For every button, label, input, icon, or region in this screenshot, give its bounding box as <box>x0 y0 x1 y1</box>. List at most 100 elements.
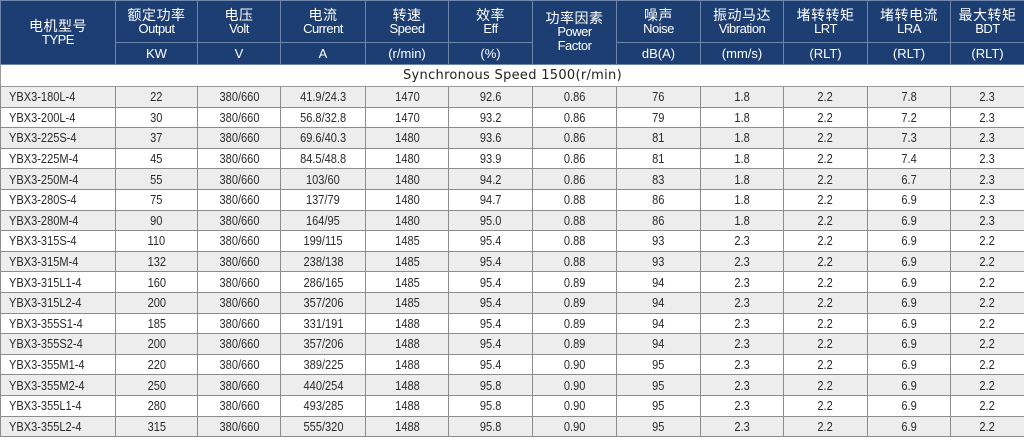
cell-text: 103/60 <box>306 171 340 187</box>
cell-text: 7.4 <box>901 151 917 167</box>
column-title-cn: 电流 <box>308 6 338 23</box>
cell-text: 2.2 <box>979 398 996 414</box>
cell-text: 95 <box>652 418 665 434</box>
value-cell: 6.9 <box>867 353 951 376</box>
cell-text: 440/254 <box>303 377 343 393</box>
column-header: 堵转电流 LRA <box>867 0 951 43</box>
table-row: YBX3-225M-4 45 380/660 84.5/48.8 1480 93.9 0.8… <box>0 147 1024 170</box>
value-cell: 30 <box>115 106 198 129</box>
value-cell: 95.4 <box>448 312 533 335</box>
cell-text: 0.90 <box>563 377 586 393</box>
cell-text: 380/660 <box>219 192 259 208</box>
cell-text: 380/660 <box>219 274 259 290</box>
cell-text: 2.2 <box>817 398 834 414</box>
column-title-en: LRT <box>814 20 837 36</box>
value-cell: 69.6/40.3 <box>280 127 366 149</box>
value-cell: 2.2 <box>950 230 1024 252</box>
cell-text: 6.9 <box>901 377 917 393</box>
value-cell: 95 <box>616 374 701 396</box>
value-cell: 2.2 <box>783 188 868 211</box>
value-cell: 2.2 <box>783 86 868 108</box>
column-title-en: TYPE <box>42 31 74 47</box>
model-cell: YBX3-355L1-4 <box>0 394 116 417</box>
cell-text: 2.2 <box>817 377 834 393</box>
value-cell: 2.3 <box>950 86 1024 108</box>
cell-text: 164/95 <box>306 212 340 228</box>
value-cell: 94.7 <box>448 188 533 211</box>
value-cell: 0.89 <box>532 333 617 355</box>
cell-text: 1488 <box>394 315 420 331</box>
table-row: YBX3-355M1-4 220 380/660 389/225 1488 95.4 0.9… <box>0 353 1024 376</box>
value-cell: 2.3 <box>950 209 1024 232</box>
cell-text: 1488 <box>394 377 420 393</box>
value-cell: 250 <box>115 374 198 396</box>
value-cell: 380/660 <box>197 230 281 252</box>
value-cell: 95.8 <box>448 374 533 396</box>
cell-text: 0.90 <box>563 398 586 414</box>
cell-text: 94 <box>652 295 665 311</box>
cell-text: 2.2 <box>979 274 996 290</box>
column-header: 功率因素 Power Factor <box>532 0 617 65</box>
value-cell: 2.3 <box>700 333 784 355</box>
value-cell: 1485 <box>365 250 449 273</box>
cell-text: YBX3-225M-4 <box>9 151 79 167</box>
cell-text: 331/191 <box>303 315 343 331</box>
cell-text: 2.2 <box>817 171 834 187</box>
value-cell: 1488 <box>365 312 449 335</box>
cell-text: 2.3 <box>979 192 996 208</box>
cell-text: 380/660 <box>219 418 259 434</box>
cell-text: 1480 <box>394 171 420 187</box>
column-unit: V <box>197 42 281 65</box>
value-cell: 0.90 <box>532 415 617 438</box>
model-cell: YBX3-250M-4 <box>0 168 116 190</box>
value-cell: 92.6 <box>448 86 533 108</box>
cell-text: YBX3-355M1-4 <box>9 357 85 373</box>
column-header: 电流 Current <box>280 0 366 43</box>
column-unit: (r/min) <box>365 42 449 65</box>
cell-text: 380/660 <box>219 254 259 270</box>
table-row: YBX3-355M2-4 250 380/660 440/254 1488 95.8 0.9… <box>0 374 1024 396</box>
value-cell: 2.2 <box>950 312 1024 335</box>
value-cell: 164/95 <box>280 209 366 232</box>
cell-text: 86 <box>652 192 665 208</box>
cell-text: 86 <box>652 212 665 228</box>
cell-text: 92.6 <box>479 89 502 105</box>
value-cell: 95.4 <box>448 291 533 314</box>
value-cell: 6.9 <box>867 394 951 417</box>
cell-text: 2.3 <box>734 377 750 393</box>
cell-text: 2.3 <box>979 171 996 187</box>
cell-text: 250 <box>147 377 166 393</box>
column-header: 额定功率 Output <box>115 0 198 43</box>
value-cell: 2.2 <box>783 106 868 129</box>
column-header: 电压 Volt <box>197 0 281 43</box>
model-cell: YBX3-225S-4 <box>0 127 116 149</box>
value-cell: 6.9 <box>867 291 951 314</box>
value-cell: 6.9 <box>867 188 951 211</box>
cell-text: 2.2 <box>817 254 834 270</box>
value-cell: 200 <box>115 291 198 314</box>
cell-text: 1470 <box>394 89 420 105</box>
cell-text: 0.86 <box>563 89 586 105</box>
cell-text: 2.3 <box>979 212 996 228</box>
cell-text: 2.3 <box>734 398 750 414</box>
value-cell: 2.2 <box>950 271 1024 293</box>
column-title-cn: 转速 <box>392 6 422 23</box>
cell-text: 95.8 <box>479 418 502 434</box>
model-cell: YBX3-355L2-4 <box>0 415 116 438</box>
value-cell: 2.3 <box>950 147 1024 170</box>
model-cell: YBX3-225M-4 <box>0 147 116 170</box>
value-cell: 95.4 <box>448 333 533 355</box>
value-cell: 6.9 <box>867 230 951 252</box>
value-cell: 95.0 <box>448 209 533 232</box>
cell-text: 1485 <box>394 295 420 311</box>
value-cell: 2.2 <box>783 250 868 273</box>
cell-text: 2.2 <box>817 315 834 331</box>
column-header: 振动马达 Vibration <box>700 0 784 43</box>
cell-text: 2.3 <box>734 295 750 311</box>
table-row: YBX3-315M-4 132 380/660 238/138 1485 95.4 0.88… <box>0 250 1024 273</box>
value-cell: 2.2 <box>783 230 868 252</box>
value-cell: 94 <box>616 271 701 293</box>
value-cell: 357/206 <box>280 333 366 355</box>
value-cell: 94 <box>616 291 701 314</box>
cell-text: 0.89 <box>563 315 586 331</box>
